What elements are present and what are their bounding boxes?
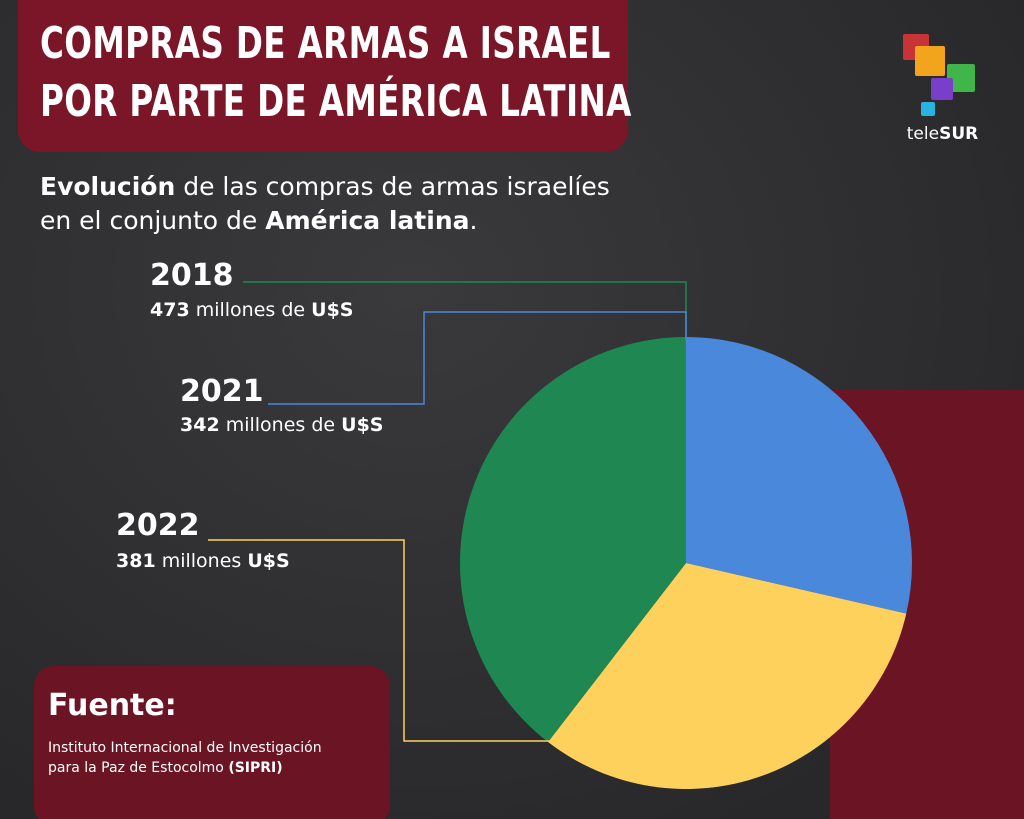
subtitle-bold-1: Evolución bbox=[40, 172, 176, 201]
label-amount-text-2021: millones de bbox=[219, 414, 342, 436]
label-amount-value-2021: 342 bbox=[180, 414, 220, 436]
subtitle-text-2: en el conjunto de bbox=[40, 206, 266, 235]
telesur-logo: teleSUR bbox=[895, 34, 990, 149]
subtitle-text-3: . bbox=[469, 206, 478, 235]
leader-line-2021 bbox=[268, 311, 687, 405]
logo-square-orange-icon bbox=[915, 46, 945, 76]
label-currency-2021: U$S bbox=[341, 414, 384, 436]
subtitle: Evolución de las compras de armas israel… bbox=[40, 170, 740, 238]
title-banner: COMPRAS DE ARMAS A ISRAEL POR PARTE DE A… bbox=[18, 0, 631, 152]
source-box: Fuente: Instituto Internacional de Inves… bbox=[34, 666, 390, 819]
pie-slice-2022 bbox=[548, 563, 907, 790]
label-amount-2018: 473 millones de U$S bbox=[150, 299, 353, 321]
logo-text: teleSUR bbox=[895, 124, 990, 144]
logo-text-part1: tele bbox=[906, 124, 940, 144]
label-year-2018: 2018 bbox=[150, 258, 234, 293]
label-amount-2021: 342 millones de U$S bbox=[180, 414, 383, 436]
source-body: Instituto Internacional de Investigación… bbox=[48, 738, 378, 778]
label-amount-value-2022: 381 bbox=[116, 550, 156, 572]
pie-slice-2021 bbox=[686, 336, 913, 614]
logo-square-cyan-icon bbox=[921, 102, 935, 116]
subtitle-text-1: de las compras de armas israelíes bbox=[175, 172, 610, 201]
label-currency-2018: U$S bbox=[311, 299, 354, 321]
source-line-1: Instituto Internacional de Investigación bbox=[48, 740, 322, 756]
title-line-2: POR PARTE DE AMÉRICA LATINA bbox=[40, 76, 632, 127]
label-year-2021: 2021 bbox=[180, 374, 264, 409]
label-amount-2022: 381 millones U$S bbox=[116, 550, 290, 572]
label-currency-2022: U$S bbox=[247, 550, 290, 572]
title-line-1: COMPRAS DE ARMAS A ISRAEL bbox=[40, 18, 611, 69]
label-amount-text-2018: millones de bbox=[189, 299, 312, 321]
source-line-2: para la Paz de Estocolmo bbox=[48, 760, 229, 776]
logo-square-purple-icon bbox=[931, 78, 953, 100]
logo-text-part2: SUR bbox=[939, 124, 979, 144]
leader-line-2022 bbox=[208, 539, 550, 742]
source-bold: (SIPRI) bbox=[228, 760, 283, 776]
label-amount-text-2022: millones bbox=[155, 550, 248, 572]
label-amount-value-2018: 473 bbox=[150, 299, 190, 321]
pie-slice-2018 bbox=[459, 336, 686, 742]
label-year-2022: 2022 bbox=[116, 508, 200, 543]
source-title: Fuente: bbox=[48, 688, 177, 723]
subtitle-bold-2: América latina bbox=[265, 206, 470, 235]
